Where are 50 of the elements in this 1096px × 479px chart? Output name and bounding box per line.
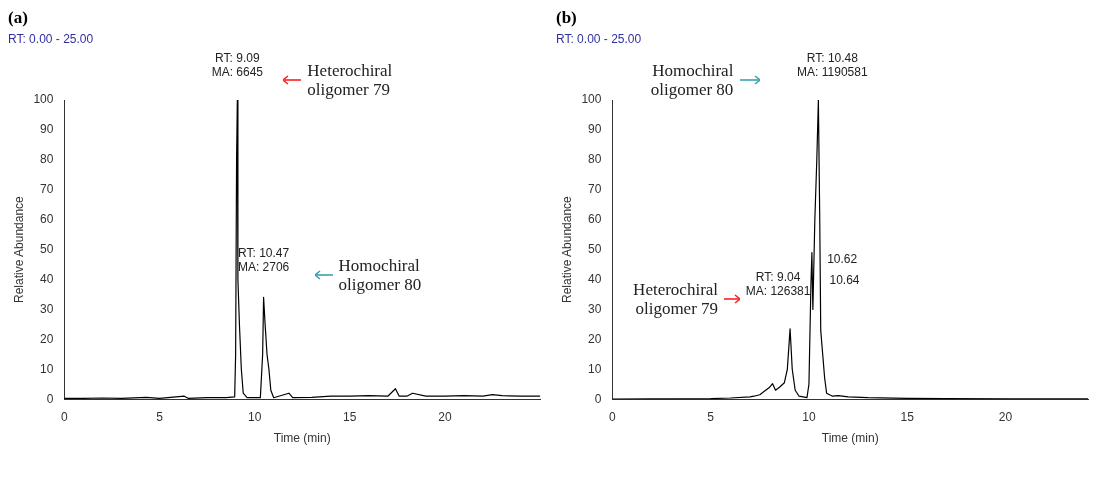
y-tick-label: 30 bbox=[588, 301, 602, 316]
x-axis-title: Time (min) bbox=[821, 431, 879, 446]
annotation: Heterochiral oligomer 79 bbox=[633, 279, 719, 318]
y-tick-label: 60 bbox=[40, 211, 54, 226]
chart-subtitle: RT: 0.00 - 25.00 bbox=[556, 32, 643, 46]
chart-subtitle: RT: 0.00 - 25.00 bbox=[8, 32, 95, 46]
x-tick-label: 10 bbox=[802, 409, 816, 424]
annotation: Homochiral oligomer 80 bbox=[338, 256, 422, 295]
y-tick-label: 0 bbox=[46, 391, 54, 406]
y-tick-label: 100 bbox=[581, 92, 602, 107]
x-tick-label: 20 bbox=[998, 409, 1013, 424]
annotation: RT: 9.09 MA: 6645 bbox=[211, 51, 264, 79]
x-tick-label: 10 bbox=[247, 409, 262, 424]
y-tick-label: 70 bbox=[588, 182, 602, 197]
y-tick-label: 50 bbox=[40, 241, 54, 256]
y-tick-label: 40 bbox=[588, 271, 602, 286]
annotation: 10.62 bbox=[827, 251, 858, 266]
y-tick-label: 20 bbox=[40, 331, 54, 346]
y-tick-label: 10 bbox=[40, 361, 54, 376]
y-axis-title: Relative Abundance bbox=[559, 195, 574, 303]
y-tick-label: 90 bbox=[40, 122, 54, 137]
x-tick-label: 20 bbox=[438, 409, 452, 424]
y-tick-label: 0 bbox=[594, 391, 602, 406]
text: Heterochiral oligomer 79 bbox=[307, 61, 393, 99]
y-tick-label: 10 bbox=[588, 361, 602, 376]
y-tick-label: 100 bbox=[33, 92, 54, 107]
annotation: RT: 9.04 MA: 126381 bbox=[745, 269, 811, 298]
chart-title: (b) bbox=[556, 8, 578, 29]
x-axis-title: Time (min) bbox=[273, 431, 331, 446]
chart-title: (a) bbox=[8, 8, 29, 29]
text: Homochiral oligomer 80 bbox=[650, 61, 734, 99]
y-tick-label: 70 bbox=[40, 182, 54, 197]
x-tick-label: 15 bbox=[900, 409, 915, 424]
y-tick-label: 20 bbox=[588, 331, 602, 346]
annotation: RT: 10.47 MA: 2706 bbox=[237, 246, 290, 275]
y-axis-title: Relative Abundance bbox=[11, 195, 26, 303]
y-tick-label: 40 bbox=[40, 271, 54, 286]
y-tick-label: 90 bbox=[588, 122, 602, 137]
y-tick-label: 50 bbox=[588, 241, 602, 256]
y-tick-label: 30 bbox=[40, 301, 54, 316]
x-tick-label: 0 bbox=[61, 409, 69, 424]
annotation: 10.64 bbox=[829, 272, 860, 287]
y-tick-label: 60 bbox=[588, 211, 602, 226]
x-tick-label: 0 bbox=[609, 409, 617, 424]
y-tick-label: 80 bbox=[588, 152, 602, 167]
x-tick-label: 5 bbox=[156, 409, 164, 424]
y-tick-label: 80 bbox=[40, 152, 54, 167]
annotation: RT: 10.48 MA: 1190581 bbox=[797, 51, 868, 79]
x-tick-label: 5 bbox=[707, 409, 715, 424]
x-tick-label: 15 bbox=[343, 409, 357, 424]
